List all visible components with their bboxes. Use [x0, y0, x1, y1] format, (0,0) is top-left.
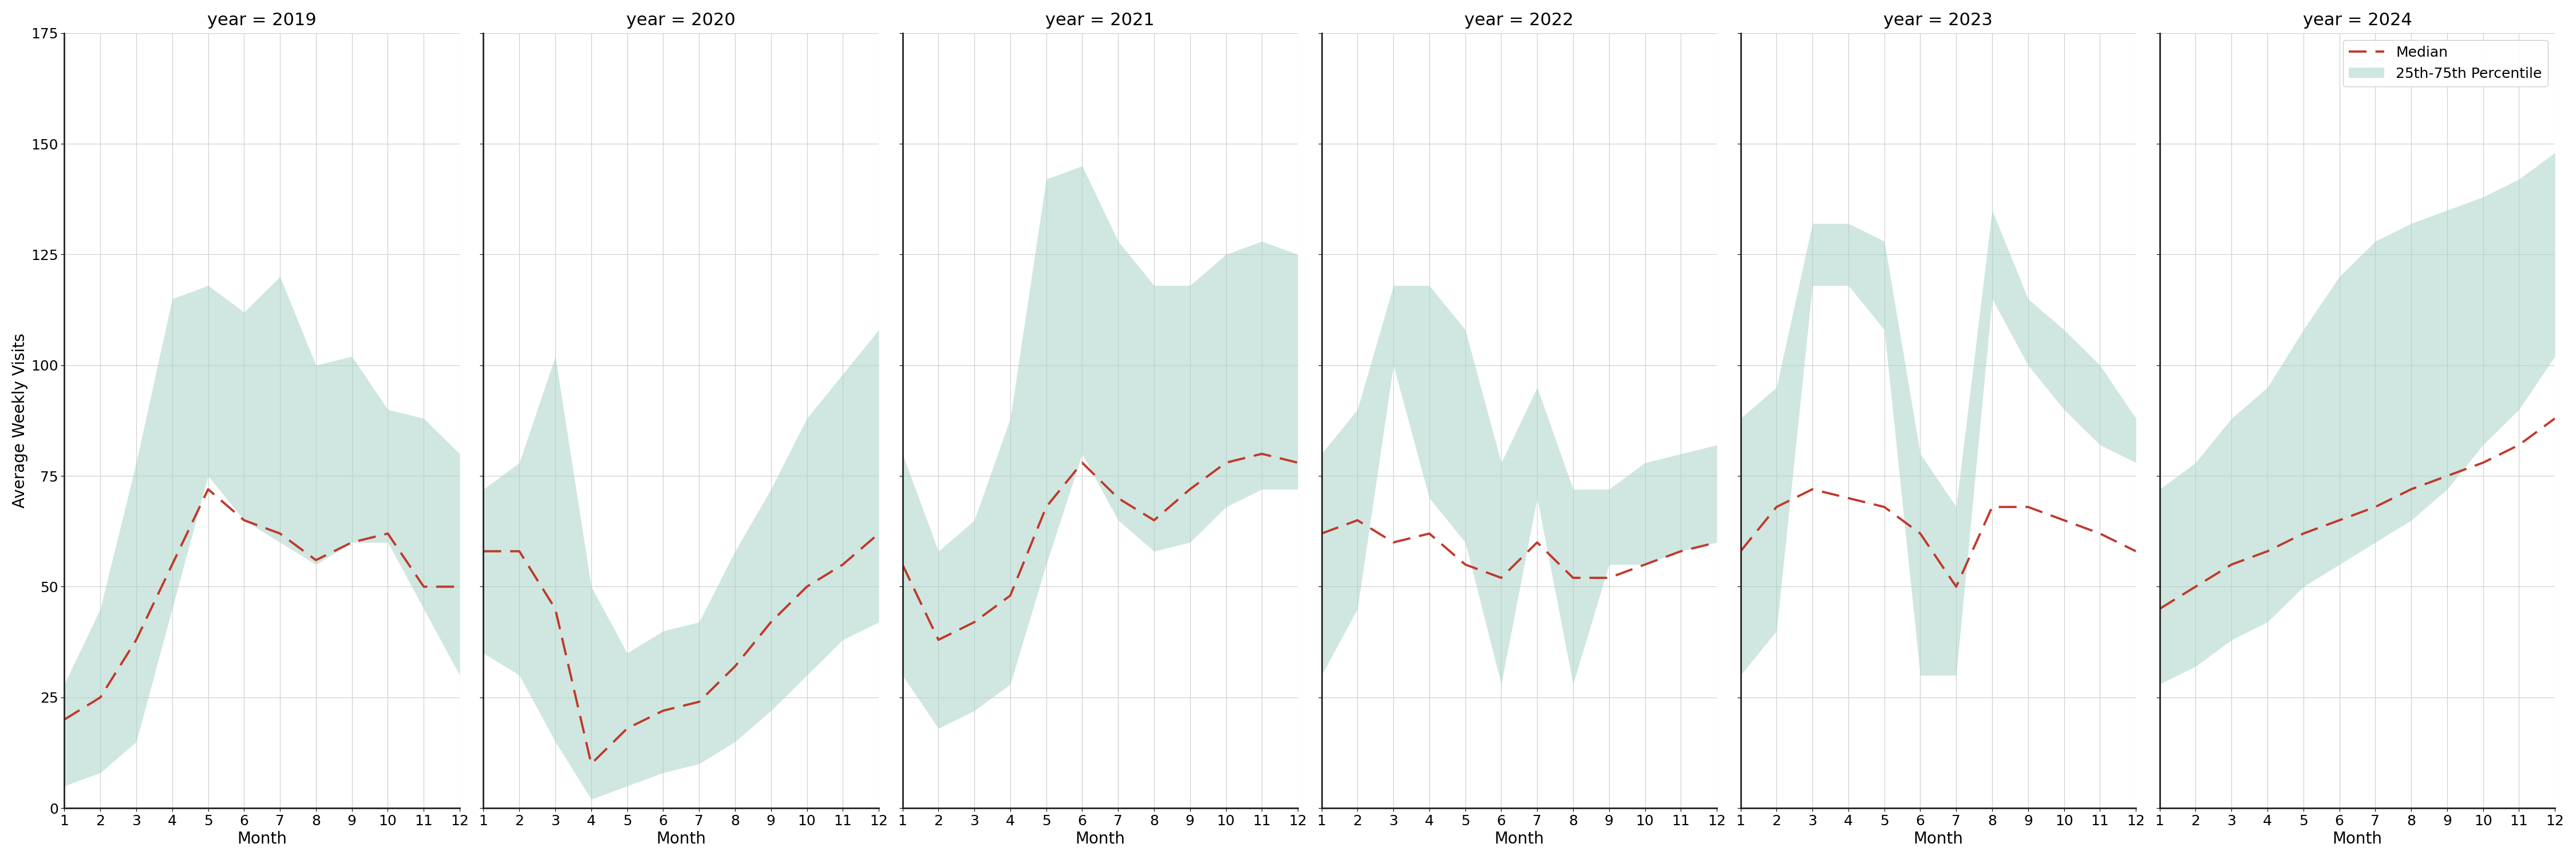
Title: year = 2022: year = 2022: [1466, 12, 1574, 28]
Title: year = 2021: year = 2021: [1046, 12, 1154, 28]
X-axis label: Month: Month: [1914, 831, 1963, 847]
X-axis label: Month: Month: [2331, 831, 2383, 847]
Title: year = 2024: year = 2024: [2303, 12, 2411, 28]
Title: year = 2023: year = 2023: [1883, 12, 1994, 28]
X-axis label: Month: Month: [1494, 831, 1543, 847]
Title: year = 2019: year = 2019: [209, 12, 317, 28]
Y-axis label: Average Weekly Visits: Average Weekly Visits: [13, 333, 28, 508]
Title: year = 2020: year = 2020: [626, 12, 737, 28]
X-axis label: Month: Month: [657, 831, 706, 847]
X-axis label: Month: Month: [237, 831, 286, 847]
Legend: Median, 25th-75th Percentile: Median, 25th-75th Percentile: [2344, 40, 2548, 86]
X-axis label: Month: Month: [1074, 831, 1126, 847]
